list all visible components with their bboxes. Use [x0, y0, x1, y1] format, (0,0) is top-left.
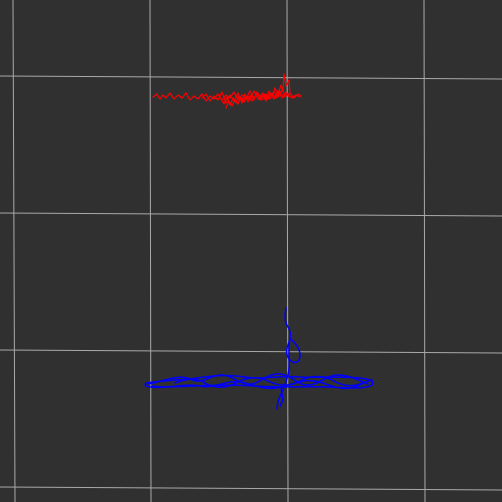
grid-line-horizontal: [0, 349, 502, 354]
red-trajectory: [152, 73, 302, 109]
grid-line-horizontal: [0, 212, 502, 217]
blue-track-path: [147, 373, 369, 386]
grid-line-vertical: [423, 0, 426, 502]
blue-track-path: [276, 307, 301, 410]
blue-track-path: [174, 375, 365, 388]
grid-line-horizontal: [0, 75, 502, 80]
blue-track-path: [151, 379, 373, 390]
grid-line-vertical: [149, 0, 152, 502]
red-track-path: [152, 89, 302, 102]
grid-line-vertical: [12, 0, 16, 502]
blue-trajectory: [144, 307, 374, 410]
red-track-path: [220, 73, 291, 106]
grid-line-horizontal: [0, 486, 502, 491]
red-track-path: [225, 91, 301, 109]
